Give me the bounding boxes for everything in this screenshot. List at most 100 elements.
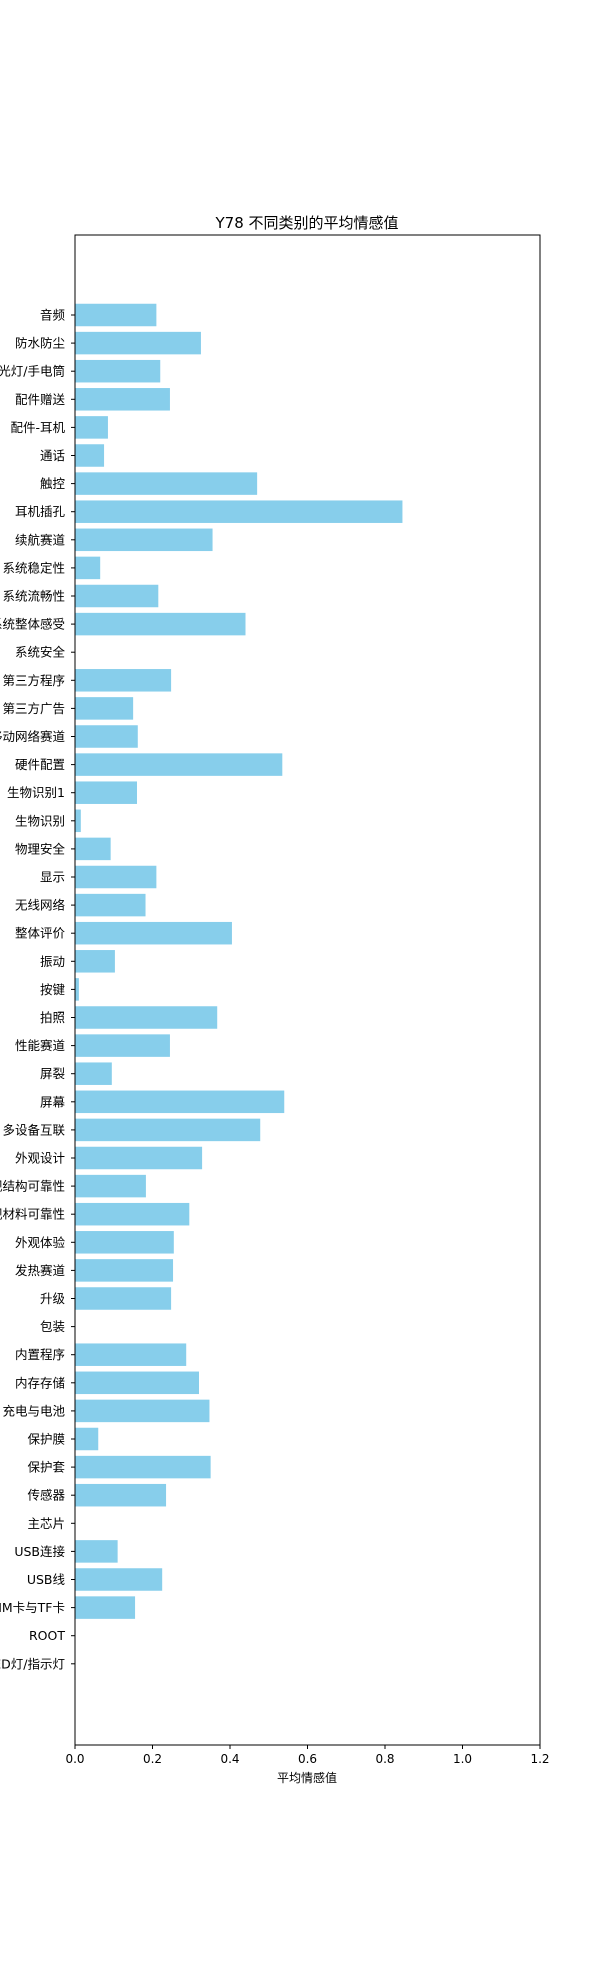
x-tick-label: 0.8 bbox=[375, 1752, 394, 1766]
y-tick-label: 多设备互联 bbox=[2, 1122, 65, 1137]
bar bbox=[75, 1455, 211, 1479]
bar bbox=[75, 1090, 285, 1114]
y-tick-label: 内置程序 bbox=[15, 1347, 65, 1362]
bar bbox=[75, 1596, 136, 1619]
y-tick-label: 按键 bbox=[40, 982, 66, 997]
bar bbox=[75, 556, 101, 580]
y-tick-label: 升级 bbox=[40, 1291, 66, 1306]
bar bbox=[75, 331, 201, 355]
y-tick-label: 整体评价 bbox=[15, 926, 66, 941]
bar bbox=[75, 697, 134, 720]
bar bbox=[75, 359, 161, 383]
bar bbox=[75, 1483, 167, 1507]
y-tick-label: 音频 bbox=[40, 308, 66, 323]
bar bbox=[75, 303, 157, 327]
y-tick-label: 第三方广告 bbox=[2, 701, 65, 716]
y-tick-label: 触控 bbox=[40, 476, 66, 491]
y-tick-label: 防水防尘 bbox=[15, 336, 65, 351]
y-tick-label: 系统稳定性 bbox=[2, 560, 65, 575]
bar bbox=[75, 950, 115, 973]
y-tick-label: 充电与电池 bbox=[2, 1403, 65, 1418]
y-tick-label: 保护膜 bbox=[27, 1432, 65, 1447]
bar bbox=[75, 1006, 218, 1029]
y-tick-labels: 音频防水防尘闪光灯/手电筒配件赠送配件-耳机通话触控耳机插孔续航赛道系统稳定性系… bbox=[0, 308, 75, 1671]
y-tick-label: 移动网络赛道 bbox=[0, 729, 65, 744]
y-tick-label: 生物识别 bbox=[15, 813, 65, 828]
y-tick-label: ROOT bbox=[29, 1628, 65, 1643]
bar bbox=[75, 1427, 99, 1451]
y-tick-label: 硬件配置 bbox=[15, 757, 65, 772]
y-tick-label: 发热赛道 bbox=[15, 1263, 66, 1278]
bar bbox=[75, 1568, 163, 1591]
y-tick-label: 耳机插孔 bbox=[15, 504, 66, 519]
bar bbox=[75, 1540, 118, 1563]
x-tick-label: 0.4 bbox=[220, 1752, 239, 1766]
y-tick-label: 包装 bbox=[40, 1319, 65, 1334]
bar bbox=[75, 416, 108, 439]
bar bbox=[75, 1399, 210, 1423]
bar bbox=[75, 1202, 190, 1226]
bar bbox=[75, 500, 403, 523]
bar bbox=[75, 781, 137, 804]
bar bbox=[75, 1287, 172, 1310]
bar bbox=[75, 1174, 146, 1198]
bar bbox=[75, 1146, 203, 1170]
y-tick-label: 屏裂 bbox=[40, 1066, 65, 1081]
y-tick-label: 振动 bbox=[40, 954, 65, 969]
y-tick-label: 系统安全 bbox=[15, 645, 66, 660]
y-tick-label: 配件-耳机 bbox=[10, 420, 65, 435]
bar bbox=[75, 921, 232, 945]
bar bbox=[75, 1343, 187, 1366]
y-tick-label: 屏幕 bbox=[40, 1094, 66, 1109]
bar bbox=[75, 1371, 199, 1395]
bar bbox=[75, 612, 246, 636]
y-tick-label: 无线网络 bbox=[15, 898, 66, 913]
bar bbox=[75, 725, 138, 748]
bar bbox=[75, 388, 170, 411]
bar bbox=[75, 1231, 174, 1254]
y-tick-label: 性能赛道 bbox=[15, 1038, 66, 1053]
y-tick-label: 传感器 bbox=[27, 1488, 65, 1503]
y-tick-label: 闪光灯/手电筒 bbox=[0, 364, 65, 379]
y-tick-label: USB线 bbox=[27, 1572, 66, 1587]
x-tick-label: 0.6 bbox=[298, 1752, 317, 1766]
y-tick-label: 保护套 bbox=[27, 1460, 65, 1475]
bar bbox=[75, 1259, 174, 1282]
y-tick-label: USB连接 bbox=[14, 1544, 65, 1559]
bar bbox=[75, 1034, 170, 1057]
y-tick-label: SIM卡与TF卡 bbox=[0, 1600, 65, 1615]
y-tick-label: 拍照 bbox=[40, 1010, 65, 1025]
y-tick-label: 续航赛道 bbox=[15, 532, 66, 547]
y-tick-label: 外观设计 bbox=[15, 1151, 65, 1166]
bar bbox=[75, 669, 172, 692]
bars-group bbox=[75, 303, 403, 1619]
y-tick-label: 物理安全 bbox=[15, 841, 66, 856]
y-tick-label: 显示 bbox=[40, 870, 65, 885]
y-tick-label: 生物识别1 bbox=[7, 785, 65, 800]
y-tick-label: 配件赠送 bbox=[15, 392, 66, 407]
bar bbox=[75, 837, 111, 861]
x-tick-label: 1.0 bbox=[453, 1752, 472, 1766]
x-tick-label: 0.0 bbox=[65, 1752, 84, 1766]
bar bbox=[75, 978, 79, 1001]
y-tick-label: 内存存储 bbox=[15, 1375, 65, 1390]
y-tick-label: 外观体验 bbox=[15, 1235, 66, 1250]
chart-title: Y78 不同类别的平均情感值 bbox=[214, 214, 398, 232]
bar bbox=[75, 1118, 261, 1142]
x-axis-label: 平均情感值 bbox=[277, 1770, 337, 1785]
y-tick-label: 主芯片 bbox=[27, 1516, 65, 1531]
bar bbox=[75, 528, 213, 552]
bar bbox=[75, 893, 146, 917]
bar bbox=[75, 444, 105, 467]
y-tick-label: 外观材料可靠性 bbox=[0, 1207, 65, 1222]
y-tick-label: 外观结构可靠性 bbox=[0, 1179, 65, 1194]
y-tick-label: 第三方程序 bbox=[2, 673, 65, 688]
bar bbox=[75, 584, 159, 608]
bar bbox=[75, 1062, 112, 1085]
y-tick-label: 通话 bbox=[40, 448, 65, 463]
y-tick-label: LED灯/指示灯 bbox=[0, 1656, 65, 1671]
bar bbox=[75, 865, 157, 889]
bar bbox=[75, 809, 81, 833]
